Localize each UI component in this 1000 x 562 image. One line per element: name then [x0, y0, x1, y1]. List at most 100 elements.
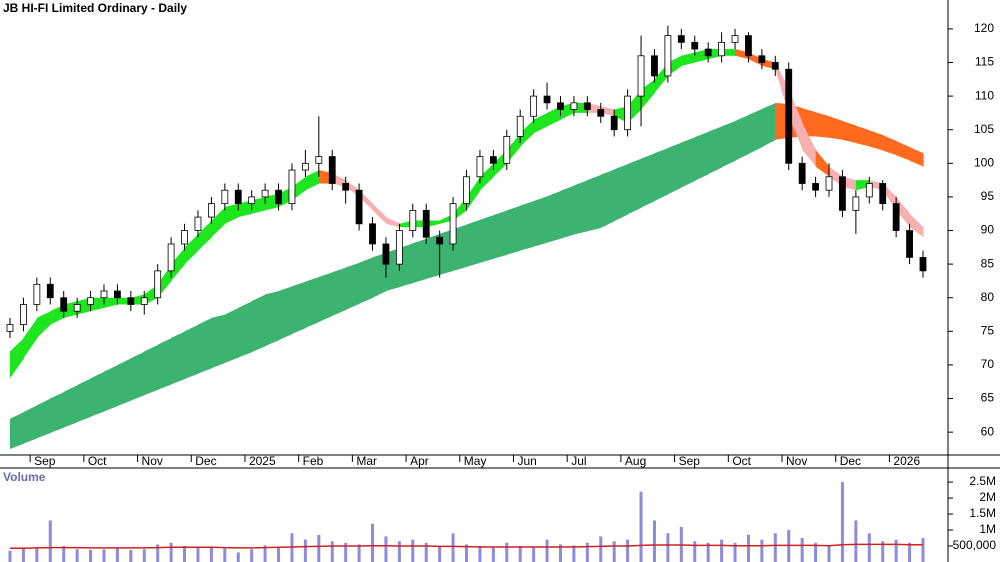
long-band	[224, 307, 239, 363]
volume-bar	[8, 550, 12, 562]
candle-body	[879, 183, 887, 205]
volume-bar	[277, 547, 281, 562]
long-band	[748, 108, 763, 154]
candle-body	[6, 324, 14, 332]
x-tick-label: Nov	[142, 454, 163, 468]
long-band	[641, 153, 656, 208]
candle-body	[20, 304, 27, 326]
volume-bar	[908, 542, 912, 562]
long-band	[479, 215, 494, 263]
short-band	[372, 203, 387, 224]
volume-bar	[451, 533, 455, 562]
long-band	[157, 338, 172, 390]
short-band	[735, 49, 750, 60]
candle-body	[436, 236, 444, 245]
long-band	[882, 135, 897, 156]
volume-bar	[263, 545, 267, 562]
long-band	[23, 405, 38, 444]
candle-body	[852, 196, 860, 211]
volume-bar	[156, 544, 160, 562]
volume-bar	[505, 542, 509, 562]
volume-bar	[840, 482, 844, 562]
long-band	[587, 174, 602, 232]
long-band	[130, 351, 145, 401]
candle-body	[154, 270, 162, 299]
short-band	[466, 176, 481, 211]
long-band	[426, 233, 441, 279]
candle-body	[476, 156, 484, 178]
volume-bar	[746, 534, 750, 562]
candle-body	[60, 297, 68, 312]
candle-body	[718, 41, 726, 57]
candle-body	[516, 115, 524, 137]
long-band	[667, 142, 682, 195]
long-band	[50, 391, 65, 433]
volume-bar	[518, 546, 522, 562]
long-band	[318, 272, 333, 322]
candle-body	[785, 68, 793, 164]
short-band	[171, 247, 186, 281]
long-band	[506, 205, 521, 255]
candle-body	[234, 189, 242, 205]
long-band	[735, 114, 750, 161]
x-tick-label: 2025	[249, 454, 276, 468]
short-band	[211, 207, 226, 238]
volume-bar	[639, 491, 643, 562]
long-band	[103, 364, 119, 412]
volume-bar	[773, 533, 777, 562]
short-band	[36, 311, 51, 339]
marks: 60 65 70 75 80 85 90 95 100 105 110 115 120 Sep Oct Nov…	[6, 21, 996, 562]
long-band	[36, 398, 51, 439]
volume-bar	[330, 541, 334, 562]
long-band	[855, 125, 870, 147]
long-band	[171, 331, 186, 385]
volume-bar	[545, 539, 549, 562]
short-band	[641, 79, 656, 110]
short-band	[184, 233, 199, 265]
short-band	[667, 55, 682, 76]
volume-bar	[129, 549, 133, 562]
candle-body	[906, 230, 913, 258]
volume-bar	[733, 542, 737, 562]
y-tick-label: 70	[981, 357, 995, 371]
short-band	[896, 196, 911, 228]
volume-bar	[89, 549, 93, 562]
short-band	[305, 170, 320, 191]
y-tick-label: 60	[981, 424, 995, 438]
candle-body	[812, 183, 819, 191]
volume-bar	[411, 539, 415, 562]
volume-bar	[169, 542, 173, 562]
candle-body	[503, 136, 511, 164]
long-band	[694, 131, 709, 181]
short-band	[359, 190, 374, 211]
candle-body	[355, 189, 363, 225]
candle-body	[651, 55, 658, 77]
volume-bar	[438, 546, 442, 562]
candle-body	[798, 162, 806, 184]
long-band	[265, 291, 280, 347]
short-band	[251, 196, 266, 214]
y-tick-label: 65	[981, 391, 995, 405]
candle-body	[181, 230, 188, 245]
volume-bar	[236, 552, 240, 562]
volume-bar	[572, 545, 576, 562]
volume-title: Volume	[3, 470, 46, 484]
candle-body	[275, 189, 282, 205]
volume-bar	[183, 546, 187, 562]
volume-bar	[666, 533, 670, 562]
candle-body	[369, 223, 376, 245]
short-band	[627, 89, 642, 123]
long-band	[197, 317, 212, 374]
volume-bar	[48, 520, 52, 562]
long-band	[238, 301, 253, 358]
volume-bar	[196, 547, 200, 562]
candle-body	[315, 156, 323, 164]
short-band	[197, 220, 212, 251]
x-tick-label: Nov	[786, 454, 807, 468]
x-tick-label: Dec	[195, 454, 216, 468]
volume-bar	[532, 546, 536, 562]
y-tick-label: 100	[974, 155, 994, 169]
long-band	[896, 141, 911, 161]
candle-body	[167, 243, 175, 272]
